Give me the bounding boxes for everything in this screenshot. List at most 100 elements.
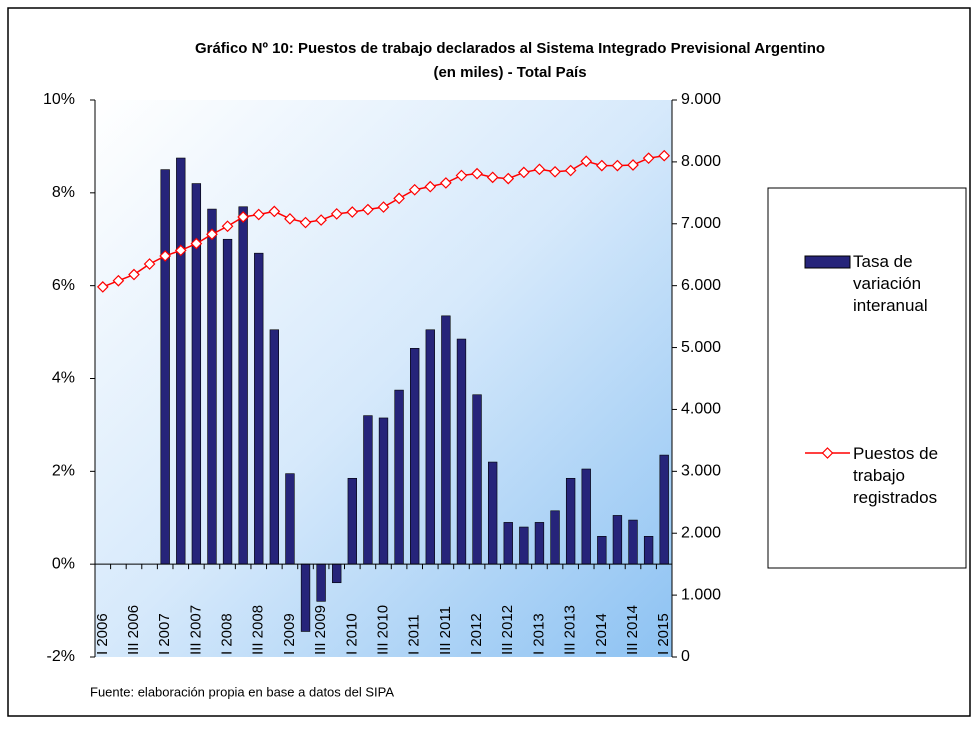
- bar: [378, 417, 389, 565]
- bar: [316, 563, 326, 602]
- line-marker: [564, 164, 577, 177]
- line-marker: [471, 167, 483, 180]
- y2-tick-label: 5.000: [681, 339, 721, 356]
- x-tick-label: I 2014: [593, 613, 610, 655]
- line-marker: [299, 216, 312, 229]
- y2-tick-label: 9.000: [681, 91, 721, 108]
- x-tick-label: III 2009: [312, 605, 329, 655]
- bar: [441, 315, 451, 565]
- bar: [581, 468, 591, 565]
- line-marker: [595, 159, 608, 172]
- line-marker: [362, 203, 374, 216]
- bar: [363, 415, 373, 565]
- y-tick-label: 4%: [52, 370, 75, 387]
- y2-tick-label: 6.000: [681, 277, 721, 294]
- line-marker: [252, 208, 265, 221]
- line-marker: [642, 152, 655, 165]
- bar: [456, 338, 467, 565]
- line-marker: [518, 166, 530, 179]
- bar: [269, 329, 280, 565]
- line-marker: [159, 250, 172, 262]
- bar: [519, 526, 529, 565]
- line-marker: [112, 274, 125, 287]
- bar: [238, 206, 248, 565]
- bar: [222, 238, 233, 565]
- line-marker: [96, 281, 109, 293]
- bar: [659, 454, 669, 565]
- line-marker: [486, 171, 499, 184]
- bar: [347, 477, 357, 565]
- line-marker: [377, 201, 390, 213]
- y-tick-label: 2%: [52, 463, 75, 480]
- bar: [628, 519, 638, 565]
- bar: [612, 515, 623, 565]
- bar: [332, 563, 342, 584]
- x-tick-label: I 2015: [655, 613, 672, 655]
- y-tick-label: 0%: [52, 555, 75, 572]
- y-tick-label: 6%: [52, 277, 75, 294]
- x-tick-label: III 2006: [125, 605, 142, 655]
- x-tick-label: I 2013: [530, 613, 547, 655]
- x-tick-label: I 2006: [94, 613, 111, 655]
- legend-label: Puestos de trabajo registrados: [853, 444, 939, 507]
- x-tick-label: I 2009: [281, 613, 298, 655]
- bar: [643, 536, 654, 565]
- bar: [410, 348, 420, 565]
- x-tick-label: I 2012: [468, 613, 485, 655]
- y2-tick-label: 4.000: [681, 401, 721, 418]
- line-marker: [128, 268, 140, 281]
- x-tick-label: III 2013: [562, 605, 579, 655]
- x-tick-label: I 2010: [343, 613, 360, 655]
- line-marker: [658, 149, 671, 162]
- bar: [394, 389, 404, 565]
- bar: [425, 329, 435, 565]
- line-marker: [502, 172, 515, 185]
- bar: [550, 510, 560, 565]
- line-marker: [455, 169, 468, 182]
- line-marker: [533, 163, 546, 176]
- bar: [597, 536, 607, 565]
- line-marker: [237, 211, 249, 223]
- bar: [160, 169, 170, 565]
- y-tick-label: -2%: [47, 648, 75, 665]
- bar: [534, 522, 545, 565]
- line-marker: [315, 214, 327, 226]
- line-marker: [408, 183, 421, 196]
- line-marker: [424, 180, 437, 193]
- y-tick-label: 8%: [52, 184, 75, 201]
- x-tick-label: III 2012: [499, 605, 516, 655]
- bar: [565, 477, 576, 565]
- bar: [285, 473, 295, 565]
- line-marker: [143, 258, 156, 270]
- line-marker: [174, 244, 187, 257]
- bar: [503, 522, 513, 565]
- y2-tick-label: 3.000: [681, 463, 721, 480]
- line-marker: [268, 205, 281, 218]
- line-marker: [330, 208, 343, 220]
- x-tick-label: III 2014: [624, 605, 641, 655]
- chart-subtitle: (en miles) - Total País: [433, 64, 586, 81]
- line-marker: [346, 206, 359, 218]
- bar: [207, 208, 217, 565]
- line-marker: [580, 155, 593, 168]
- bar: [300, 563, 311, 632]
- x-tick-label: III 2007: [187, 605, 204, 655]
- chart-title: Gráfico Nº 10: Puestos de trabajo declar…: [195, 40, 825, 57]
- line-marker: [206, 228, 218, 241]
- bar: [472, 394, 482, 565]
- line-marker: [393, 192, 405, 205]
- x-tick-label: I 2007: [156, 613, 173, 655]
- line-marker: [549, 165, 561, 178]
- legend-label: Tasa de variación interanual: [853, 252, 928, 315]
- y2-tick-label: 2.000: [681, 524, 721, 541]
- x-tick-label: III 2010: [374, 605, 391, 655]
- y-tick-label: 10%: [43, 91, 75, 108]
- y2-tick-label: 8.000: [681, 153, 721, 170]
- y2-tick-label: 0: [681, 648, 690, 665]
- line-marker: [284, 212, 296, 225]
- bar: [254, 252, 264, 565]
- legend-marker: [821, 447, 834, 459]
- line-marker: [611, 159, 624, 172]
